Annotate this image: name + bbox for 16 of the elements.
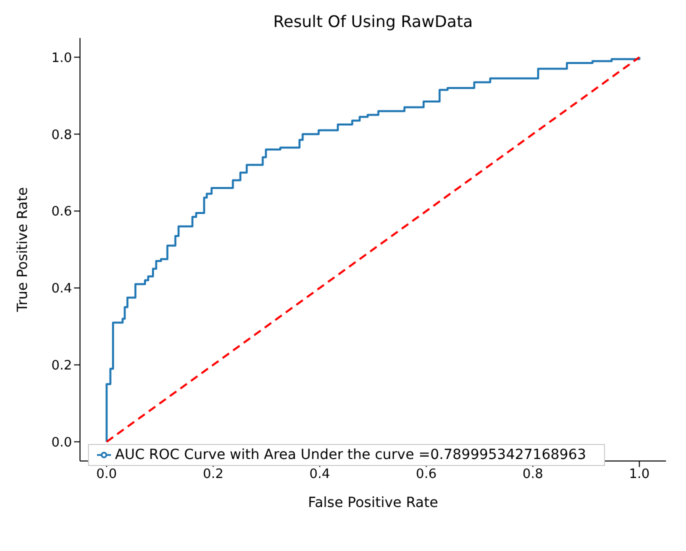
y-tick-label: 0.8 — [51, 128, 72, 143]
y-axis-title: True Positive Rate — [14, 187, 31, 313]
x-tick-label: 0.4 — [309, 467, 330, 482]
legend-label: AUC ROC Curve with Area Under the curve =0.7899953427168963 — [115, 447, 586, 463]
y-tick-label: 0.6 — [51, 204, 72, 220]
y-tick-label: 0.4 — [51, 282, 72, 297]
x-tick-label: 1.0 — [629, 467, 650, 482]
y-tick-label: 0.0 — [51, 435, 72, 450]
x-tick-label: 0.2 — [202, 467, 224, 482]
x-axis-title: False Positive Rate — [308, 495, 438, 511]
y-tick-label: 1.0 — [51, 50, 72, 66]
y-tick-label: 0.2 — [51, 358, 72, 374]
x-tick-label: 0.8 — [522, 467, 544, 482]
x-tick-label: 0.0 — [96, 467, 117, 482]
chart-title: Result Of Using RawData — [272, 12, 474, 31]
x-tick-label: 0.6 — [416, 467, 437, 482]
